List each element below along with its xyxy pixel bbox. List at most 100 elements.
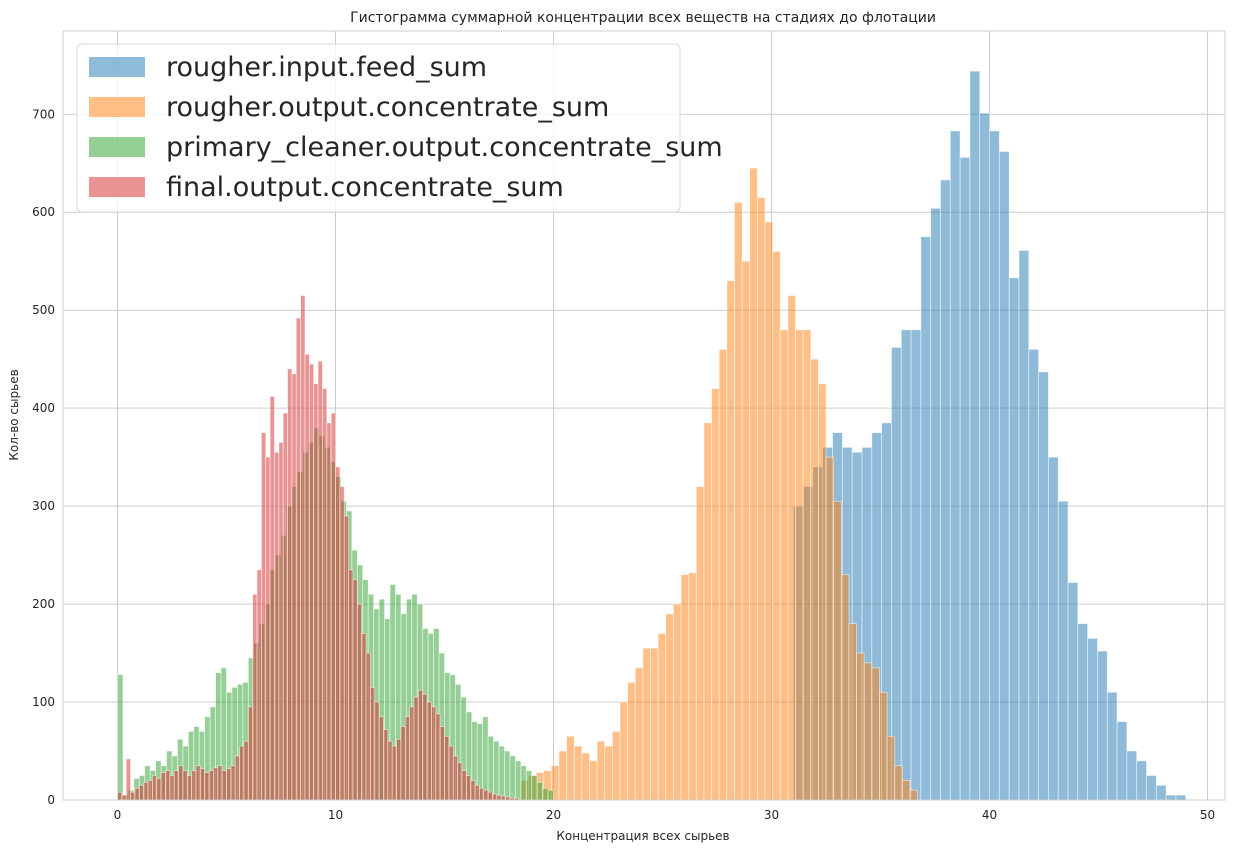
bar-0-32 (1106, 691, 1118, 801)
bar-3-68 (413, 696, 419, 801)
bar-3-44 (308, 363, 315, 801)
bar-2-70 (498, 745, 505, 801)
bar-0-38 (1165, 794, 1177, 801)
bar-3-15 (182, 770, 188, 801)
bar-0-39 (1175, 794, 1187, 801)
legend-label-2: primary_cleaner.output.concentrate_sum (166, 132, 723, 163)
bar-2-68 (487, 735, 494, 801)
bar-0-13 (920, 236, 932, 801)
bar-3-80 (465, 775, 472, 801)
bar-3-60 (378, 716, 384, 801)
bar-0-12 (910, 329, 922, 801)
bar-1-12 (611, 731, 621, 801)
x-tick-label-2: 20 (546, 808, 561, 822)
bar-3-10 (160, 772, 166, 801)
bar-3-55 (356, 603, 363, 801)
bar-3-20 (204, 772, 210, 801)
bar-1-29 (741, 260, 751, 801)
bar-0-26 (1048, 456, 1059, 801)
y-tick-label-3: 300 (32, 499, 55, 513)
legend-swatch-2 (89, 137, 145, 157)
bar-1-40 (825, 456, 835, 801)
bar-3-73 (435, 713, 441, 801)
bar-1-50 (901, 780, 911, 801)
bar-1-6 (566, 735, 575, 801)
bar-1-28 (734, 202, 743, 801)
bar-3-12 (169, 775, 175, 801)
bar-3-41 (295, 317, 302, 801)
bar-3-71 (426, 701, 432, 801)
bar-3-19 (199, 768, 206, 801)
bar-2-74 (520, 765, 527, 801)
bar-0-33 (1116, 721, 1128, 801)
bar-1-51 (909, 789, 919, 801)
bar-2-77 (536, 781, 544, 801)
bar-1-16 (642, 647, 651, 801)
bar-3-74 (439, 726, 445, 801)
bar-3-50 (335, 466, 341, 801)
bar-3-16 (186, 775, 193, 801)
bar-1-10 (596, 740, 606, 801)
bar-1-31 (756, 197, 766, 801)
bar-3-83 (479, 787, 485, 801)
bar-3-77 (452, 755, 459, 801)
bar-1-49 (894, 765, 903, 801)
bar-0-22 (1008, 277, 1020, 801)
bar-3-11 (165, 770, 171, 801)
bar-3-7 (147, 780, 153, 801)
bar-0-27 (1057, 500, 1069, 801)
bar-3-81 (470, 780, 476, 801)
bar-1-20 (673, 603, 682, 801)
bar-2-75 (525, 770, 533, 801)
bar-0-25 (1038, 371, 1049, 801)
bar-0-21 (998, 151, 1010, 801)
bar-1-46 (871, 667, 880, 801)
bar-2-73 (514, 760, 522, 801)
y-tick-label-5: 500 (32, 303, 55, 317)
x-tick-label-3: 30 (764, 808, 779, 822)
bar-3-27 (234, 755, 240, 801)
bar-1-42 (840, 574, 850, 801)
bar-3-42 (300, 295, 306, 801)
bar-3-66 (404, 716, 411, 801)
bar-3-51 (339, 486, 345, 801)
bar-0-36 (1146, 775, 1157, 801)
bar-0-15 (940, 179, 951, 801)
bar-3-25 (226, 768, 232, 801)
bar-1-18 (657, 633, 667, 801)
bar-3-59 (374, 701, 380, 801)
bar-3-22 (213, 767, 219, 801)
y-tick-label-6: 600 (32, 205, 55, 219)
bar-3-36 (274, 451, 280, 801)
bar-3-34 (265, 456, 271, 801)
bar-3-4 (134, 787, 140, 801)
bar-3-61 (383, 729, 389, 801)
legend-label-1: rougher.output.concentrate_sum (166, 92, 609, 123)
bar-0-31 (1097, 650, 1108, 801)
bar-3-54 (352, 579, 358, 801)
bar-1-34 (779, 329, 789, 801)
bar-3-84 (483, 789, 489, 801)
bar-1-33 (772, 251, 781, 801)
bar-3-8 (151, 775, 158, 801)
y-tick-label-7: 700 (32, 107, 55, 121)
bar-3-23 (217, 765, 223, 801)
bar-1-13 (619, 701, 629, 801)
bar-0-30 (1087, 637, 1098, 801)
plot-frame (62, 30, 1226, 801)
bar-1-45 (863, 662, 873, 801)
legend-swatch-0 (89, 57, 145, 77)
bar-3-79 (461, 770, 467, 801)
bar-3-67 (409, 706, 415, 801)
bar-0-19 (979, 112, 990, 801)
legend-swatch-3 (89, 177, 145, 197)
y-tick-label-0: 0 (47, 793, 55, 807)
bar-1-27 (726, 280, 735, 801)
bar-3-85 (487, 791, 493, 801)
bar-3-49 (330, 412, 336, 801)
bar-1-17 (650, 647, 659, 801)
y-tick-labels: 0 100 200 300 400 500 600 700 (32, 107, 55, 807)
bar-0-34 (1126, 750, 1138, 801)
bar-3-63 (391, 745, 397, 801)
bar-1-9 (589, 760, 598, 801)
